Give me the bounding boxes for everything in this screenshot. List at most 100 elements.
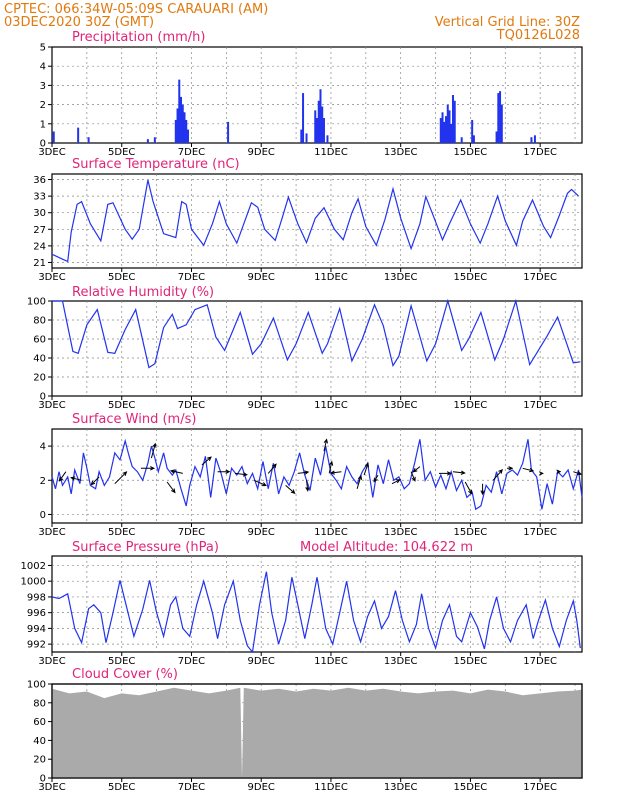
precip-title: Precipitation (mm/h): [72, 30, 205, 45]
precip-bar: [448, 110, 451, 143]
pressure-xtick-label: 7DEC: [178, 656, 205, 667]
precip-xtick-label: 5DEC: [108, 147, 135, 158]
pressure-frame: [51, 555, 583, 653]
precip-bar: [497, 93, 500, 143]
pressure-title: Surface Pressure (hPa): [72, 540, 219, 555]
wind-vector-arrow: [90, 476, 100, 486]
cloud-xtick-label: 15DEC: [454, 782, 488, 793]
temp-xtick-label: 11DEC: [314, 272, 348, 283]
wind-vector-arrow: [285, 485, 296, 494]
temp-ytick-label: 21: [33, 258, 46, 269]
precip-bar: [445, 116, 448, 143]
wind-vector-arrow: [507, 466, 514, 471]
temp-frame: [51, 173, 583, 269]
wind-xtick-label: 3DEC: [38, 527, 65, 538]
precip-ytick-label: 2: [40, 100, 46, 111]
header-grid-line: Vertical Grid Line: 30Z: [435, 15, 580, 30]
wind-vector-arrow: [480, 483, 485, 496]
precip-xtick-label: 17DEC: [523, 147, 557, 158]
wind-ytick-label: 4: [40, 442, 46, 453]
wind-vector-arrow: [217, 469, 231, 474]
precip-bar: [87, 137, 90, 143]
precip-bar: [77, 127, 80, 143]
wind-title: Surface Wind (m/s): [72, 412, 196, 427]
precip-xtick-label: 15DEC: [454, 147, 488, 158]
wind-ytick-label: 2: [40, 476, 46, 487]
wind-vector-arrow: [253, 479, 267, 487]
temp-series-line: [51, 179, 579, 263]
wind-vector-arrow: [267, 463, 277, 474]
wind-xtick-label: 17DEC: [523, 527, 557, 538]
cloud-xtick-label: 3DEC: [38, 782, 65, 793]
wind-vector-arrow: [328, 460, 334, 474]
wind-xtick-label: 9DEC: [248, 527, 275, 538]
precip-xtick-label: 13DEC: [384, 147, 418, 158]
wind-series-line: [51, 438, 583, 511]
cloud-xtick-label: 17DEC: [523, 782, 557, 793]
pressure-xtick-label: 15DEC: [454, 656, 488, 667]
precip-bar: [185, 119, 188, 143]
precip-bar: [302, 93, 305, 143]
precip-bar: [178, 79, 181, 143]
pressure-xtick-label: 9DEC: [248, 656, 275, 667]
cloud-ytick-label: 40: [33, 736, 46, 747]
pressure-xtick-label: 11DEC: [314, 656, 348, 667]
pressure-ytick-label: 994: [27, 624, 46, 635]
precip-bar: [453, 100, 456, 143]
precip-bar: [300, 129, 303, 143]
header-station: CPTEC: 066:34W-05:09S CARAUARI (AM): [4, 2, 268, 17]
humidity-ytick-label: 0: [40, 392, 46, 403]
temp-xtick-label: 9DEC: [248, 272, 275, 283]
cloud-xtick-label: 5DEC: [108, 782, 135, 793]
precip-ytick-label: 1: [40, 119, 46, 130]
precip-bar: [176, 108, 179, 143]
pressure-xtick-label: 17DEC: [523, 656, 557, 667]
header-run-time: 03DEC2020 30Z (GMT): [4, 15, 154, 30]
humidity-series-line: [52, 298, 581, 369]
pressure-ytick-label: 1002: [21, 561, 46, 572]
humidity-xtick-label: 13DEC: [384, 400, 418, 411]
humidity-ytick-label: 60: [33, 335, 46, 346]
cloud-ytick-label: 80: [33, 698, 46, 709]
cloud-xtick-label: 7DEC: [178, 782, 205, 793]
wind-vector-arrow: [363, 462, 369, 476]
temp-ytick-label: 36: [33, 175, 46, 186]
humidity-title: Relative Humidity (%): [72, 285, 214, 300]
precip-xtick-label: 3DEC: [38, 147, 65, 158]
precip-bar: [439, 118, 442, 143]
precip-bar: [321, 106, 324, 143]
wind-vector-arrow: [464, 481, 473, 495]
wind-vector-arrow: [114, 471, 128, 485]
precip-bar: [451, 95, 454, 143]
temp-xtick-label: 17DEC: [523, 272, 557, 283]
precip-ytick-label: 3: [40, 81, 46, 92]
wind-xtick-label: 11DEC: [314, 527, 348, 538]
wind-vector-arrow: [410, 471, 416, 482]
precip-ytick-label: 0: [40, 139, 46, 150]
wind-frame: [51, 428, 583, 524]
wind-vector-arrow: [58, 471, 67, 482]
wind-vector-arrow: [573, 471, 583, 476]
wind-xtick-label: 13DEC: [384, 527, 418, 538]
precip-bar: [146, 139, 149, 143]
wind-xtick-label: 15DEC: [454, 527, 488, 538]
precip-bar: [450, 123, 453, 143]
wind-vector-arrow: [373, 474, 379, 483]
model-altitude: Model Altitude: 104.622 m: [300, 540, 473, 555]
temp-xtick-label: 5DEC: [108, 272, 135, 283]
cloud-ytick-label: 100: [27, 680, 46, 691]
wind-xtick-label: 7DEC: [178, 527, 205, 538]
wind-vector-arrow: [150, 442, 157, 459]
wind-vector-arrow: [439, 471, 452, 476]
cloud-xtick-label: 13DEC: [384, 782, 418, 793]
cloud-area: [52, 687, 582, 778]
wind-vector-arrow: [297, 470, 310, 475]
precip-bar: [52, 131, 55, 143]
wind-vector-arrow: [305, 480, 310, 492]
humidity-xtick-label: 17DEC: [523, 400, 557, 411]
precip-bar: [319, 89, 322, 143]
cloud-ytick-label: 20: [33, 755, 46, 766]
wind-vector-arrow: [235, 472, 248, 477]
pressure-xtick-label: 5DEC: [108, 656, 135, 667]
